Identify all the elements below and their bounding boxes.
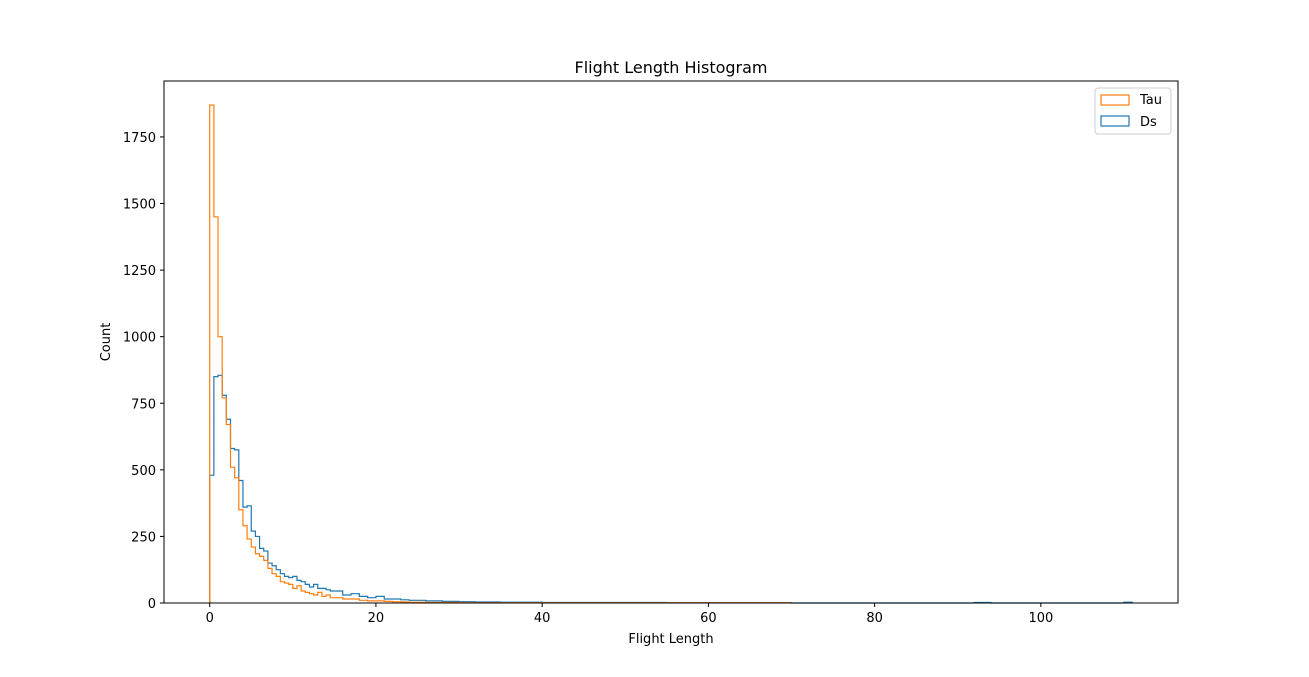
legend-box [1094, 87, 1172, 135]
legend-label-ds: Ds [1140, 115, 1157, 130]
x-tick-label: 40 [534, 611, 551, 626]
y-tick-label: 750 [131, 397, 156, 412]
y-tick-label: 250 [131, 530, 156, 545]
x-tick-label: 80 [866, 611, 883, 626]
legend: Tau Ds [1094, 87, 1172, 135]
y-tick-label: 1250 [123, 264, 156, 279]
y-tick-label: 1500 [123, 198, 156, 213]
plot-background [164, 81, 1178, 603]
y-axis-label: Count [99, 323, 114, 362]
x-tick-label: 100 [1028, 611, 1053, 626]
legend-swatch-ds [1100, 115, 1130, 127]
y-tick-label: 0 [148, 597, 156, 612]
legend-label-tau: Tau [1139, 93, 1162, 108]
y-tick-label: 1750 [123, 131, 156, 146]
axes [163, 80, 1179, 604]
plot-area [164, 81, 1178, 603]
plot-frame [163, 80, 1179, 604]
chart-title: Flight Length Histogram [574, 58, 767, 77]
x-tick-label: 60 [700, 611, 717, 626]
y-axis-ticks: 0 250 500 750 1000 1250 1500 1750 [123, 131, 164, 612]
y-tick-label: 1000 [123, 331, 156, 346]
legend-swatch-tau [1100, 94, 1130, 106]
x-tick-label: 20 [368, 611, 385, 626]
x-axis-ticks: 0 20 40 60 80 100 [206, 603, 1053, 626]
series-layer [209, 104, 1133, 604]
series-tau-step [209, 104, 793, 604]
x-axis-label: Flight Length [628, 632, 713, 647]
x-tick-label: 0 [206, 611, 214, 626]
y-tick-label: 500 [131, 464, 156, 479]
